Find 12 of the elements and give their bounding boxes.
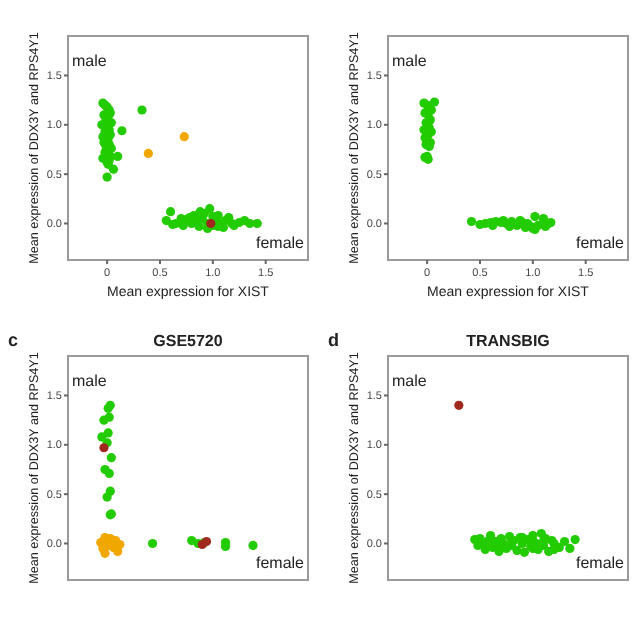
chart-title: TRANSBIG	[466, 332, 550, 350]
text: d	[328, 330, 339, 350]
annotation: female	[255, 554, 306, 573]
annotation: female	[575, 554, 626, 573]
annotation: female	[255, 234, 306, 253]
annotation: male	[72, 371, 108, 390]
text: c	[8, 330, 19, 350]
annotation: male	[72, 51, 108, 70]
chart-title: GSE5720	[153, 332, 224, 350]
annotation: male	[392, 371, 428, 390]
annotation: male	[392, 51, 428, 70]
annotation: female	[575, 234, 626, 253]
